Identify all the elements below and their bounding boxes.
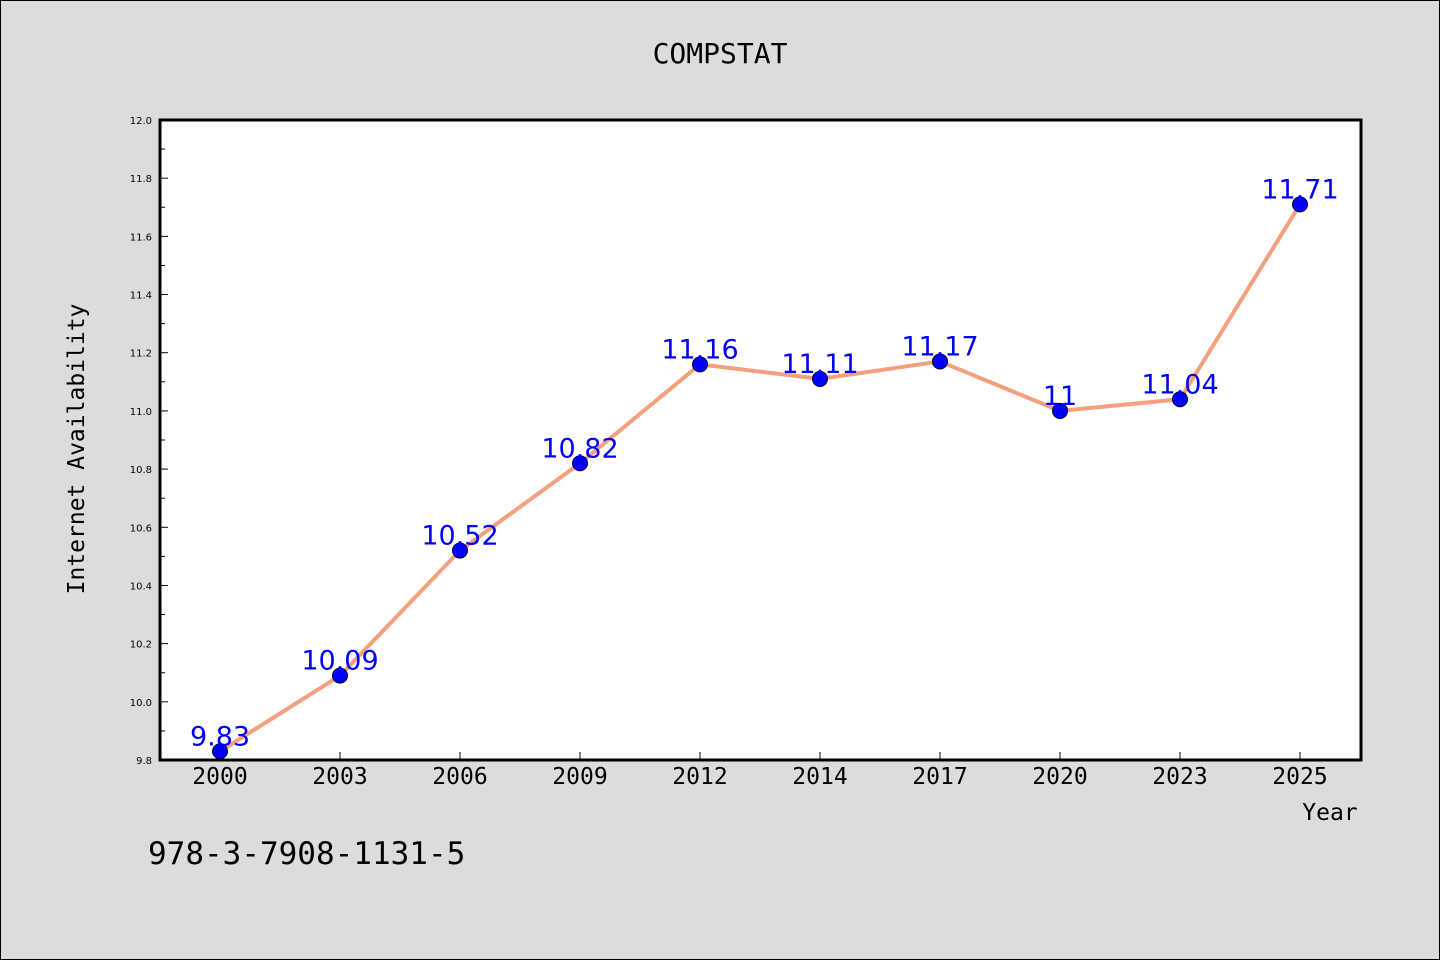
data-label: 11.11 [781, 349, 858, 380]
chart-title: COMPSTAT [653, 37, 788, 70]
x-tick-label: 2000 [192, 764, 247, 790]
y-tick-label: 10.8 [130, 465, 152, 476]
data-point [1052, 402, 1068, 419]
data-point [452, 542, 468, 559]
data-label: 11.16 [661, 334, 738, 365]
x-tick-label: 2014 [792, 764, 847, 790]
y-tick-label: 11.6 [130, 232, 152, 243]
data-label: 10.52 [421, 521, 498, 552]
y-tick-label: 10.4 [130, 581, 152, 592]
y-tick-label: 9.8 [136, 756, 152, 767]
y-tick-label: 11.2 [130, 349, 152, 360]
x-tick-label: 2023 [1152, 764, 1207, 790]
data-point [692, 356, 708, 373]
plot-border [158, 118, 1363, 762]
data-point [572, 455, 588, 472]
series-line [218, 203, 1302, 753]
y-tick-label: 11.4 [130, 291, 152, 302]
y-tick-label: 12.0 [130, 116, 152, 127]
data-label: 9.83 [190, 721, 250, 752]
series-group [212, 196, 1308, 760]
y-tick-label: 11.8 [130, 174, 152, 185]
x-tick-label: 2006 [432, 764, 487, 790]
y-tick-label: 10.0 [130, 698, 152, 709]
x-tick-label: 2017 [912, 764, 967, 790]
x-axis-title: Year [1302, 800, 1357, 826]
data-point [932, 353, 948, 370]
data-point [1172, 391, 1188, 408]
x-tick-label: 2025 [1272, 764, 1327, 790]
data-point [332, 667, 348, 684]
y-tick-label: 11.0 [130, 407, 152, 418]
data-label: 10.09 [301, 646, 378, 677]
y-tick-label: 10.6 [130, 523, 152, 534]
data-label: 11.71 [1261, 174, 1338, 205]
y-tick-label: 10.2 [130, 640, 152, 651]
x-tick-label: 2012 [672, 764, 727, 790]
data-point [1292, 196, 1308, 213]
x-tick-label: 2003 [312, 764, 367, 790]
data-label: 11.17 [901, 331, 978, 362]
x-tick-label: 2020 [1032, 764, 1087, 790]
x-tick-label: 2009 [552, 764, 607, 790]
x-axis-ticks: 2000 2003 2006 2009 2012 2014 2017 2020 2023 2025 [192, 752, 1328, 790]
data-label: 11 [1043, 381, 1077, 412]
data-label: 11.04 [1141, 369, 1218, 400]
data-labels: 9.83 10.09 10.52 10.82 11.16 11.11 11.17 11 11.0… [190, 174, 1339, 752]
y-axis-title: Internet Availability [64, 304, 90, 595]
data-label: 10.82 [541, 433, 618, 464]
data-point [812, 370, 828, 387]
isbn-footer: 978-3-7908-1131-5 [148, 836, 465, 872]
